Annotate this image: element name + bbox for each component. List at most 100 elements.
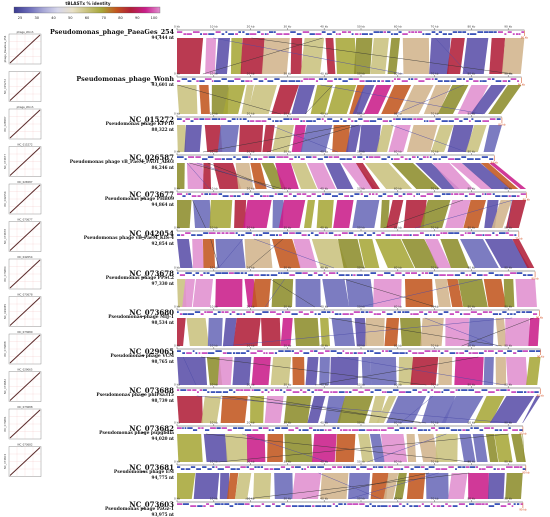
gene-arrow — [185, 427, 187, 429]
dot-plot-side-label: NC_026587 — [3, 116, 7, 131]
gene-arrow — [262, 503, 264, 505]
gene-arrow — [502, 195, 508, 197]
synteny-block — [177, 38, 203, 74]
gene-arrow — [364, 274, 370, 276]
synteny-block — [215, 38, 230, 74]
genome-track: 0 kb 10 kb 20 kb 30 kb 40 kb 50 kb 60 kb 70 kb 8… — [174, 24, 528, 39]
ruler-tick-label: 60 kb — [394, 343, 402, 347]
ruler-tick-label: 50 kb — [357, 265, 365, 269]
gene-arrow — [511, 78, 517, 80]
gene-arrow — [181, 234, 184, 236]
gene-arrow — [501, 505, 507, 507]
ruler-tick-label: 30 kb — [283, 420, 291, 424]
gene-arrow — [250, 33, 257, 35]
gene-arrow — [411, 31, 414, 33]
ruler-tick-label: 10 kb — [210, 186, 218, 190]
gene-arrow — [418, 80, 424, 82]
gene-arrow — [461, 389, 467, 391]
ruler-tick-label: 80 kb — [467, 24, 475, 28]
gene-arrow — [263, 427, 268, 429]
gene-arrow — [221, 272, 228, 274]
gene-arrow — [177, 80, 180, 82]
synteny-block — [177, 200, 192, 228]
gene-arrow — [321, 311, 326, 313]
gene-arrow — [240, 389, 243, 391]
gene-arrow — [307, 389, 310, 391]
gene-arrow — [391, 234, 396, 236]
gene-arrow — [387, 427, 393, 429]
gene-arrow — [320, 429, 324, 431]
gene-arrow — [392, 505, 399, 507]
gene-arrow — [425, 78, 430, 80]
gene-arrow — [433, 311, 438, 313]
gene-arrow — [512, 505, 514, 507]
gene-arrow — [223, 195, 229, 197]
ruler-tick-label: 10 kb — [210, 111, 218, 115]
gene-arrow — [177, 234, 180, 236]
ruler-tick-label: 80 kb — [467, 71, 475, 75]
gene-arrow — [484, 31, 488, 33]
gene-arrow — [511, 195, 516, 197]
gene-arrow — [348, 429, 351, 431]
gene-arrow — [307, 195, 312, 197]
ruler-tick-label: 0 kb — [174, 304, 180, 308]
ruler-tick-label: 90 kb — [504, 459, 512, 463]
genome-label: Pseudomonas_phage_PaeaGes_254 94,444 nt — [50, 29, 174, 40]
gene-arrow — [370, 120, 377, 122]
gene-arrow — [363, 158, 365, 160]
gene-arrow — [332, 195, 338, 197]
gene-arrow — [359, 429, 365, 431]
gene-arrow — [221, 78, 226, 80]
ruler-tick-label: 80 kb — [467, 496, 475, 500]
gene-arrow — [408, 350, 411, 352]
gene-arrow — [364, 352, 366, 354]
ruler-tick-label: 20 kb — [247, 343, 255, 347]
gene-arrow — [427, 391, 429, 393]
gene-arrow — [436, 468, 441, 470]
gene-arrow — [238, 503, 244, 505]
gene-arrow — [461, 272, 465, 274]
synteny-block — [484, 357, 494, 385]
gene-arrow — [399, 503, 401, 505]
gene-arrow — [459, 120, 462, 122]
gene-arrow — [471, 118, 473, 120]
gene-arrow — [469, 503, 474, 505]
legend-tick-label: 100 — [151, 16, 159, 20]
gene-arrow — [472, 232, 475, 234]
gene-arrow — [495, 195, 500, 197]
gene-arrow — [354, 193, 359, 195]
gene-arrow — [185, 158, 187, 160]
gene-arrow — [417, 156, 419, 158]
synteny-block — [484, 279, 507, 307]
gene-arrow — [318, 352, 324, 354]
gene-arrow — [303, 352, 309, 354]
gene-arrow — [250, 468, 254, 470]
gene-arrow — [251, 158, 253, 160]
gene-arrow — [332, 391, 337, 393]
legend-tick-label: 30 — [34, 16, 39, 20]
ruler-tick-label: 0 kb — [174, 186, 180, 190]
gene-arrow — [217, 427, 221, 429]
gene-arrow — [408, 78, 410, 80]
gene-arrow — [426, 120, 428, 122]
gene-arrow — [281, 427, 288, 429]
ruler-tick-label: 70 kb — [431, 343, 439, 347]
gene-arrow — [335, 505, 338, 507]
gene-arrow — [382, 391, 384, 393]
synteny-block — [312, 434, 337, 462]
gene-arrow — [373, 429, 378, 431]
gene-arrow — [453, 31, 457, 33]
gene-arrow — [222, 33, 225, 35]
gene-arrow — [201, 313, 204, 315]
gene-arrow — [386, 234, 391, 236]
ruler-tick-label: 70 kb — [431, 459, 439, 463]
ruler-tick-label: 60 kb — [394, 265, 402, 269]
gene-arrow — [301, 158, 305, 160]
gene-arrow — [310, 350, 313, 352]
gene-arrow — [269, 31, 273, 33]
gene-arrow — [421, 195, 427, 197]
ruler-tick-label: 90 kb — [504, 496, 512, 500]
gene-arrow — [264, 468, 268, 470]
gene-arrow — [204, 311, 206, 313]
gene-arrow — [254, 193, 260, 195]
